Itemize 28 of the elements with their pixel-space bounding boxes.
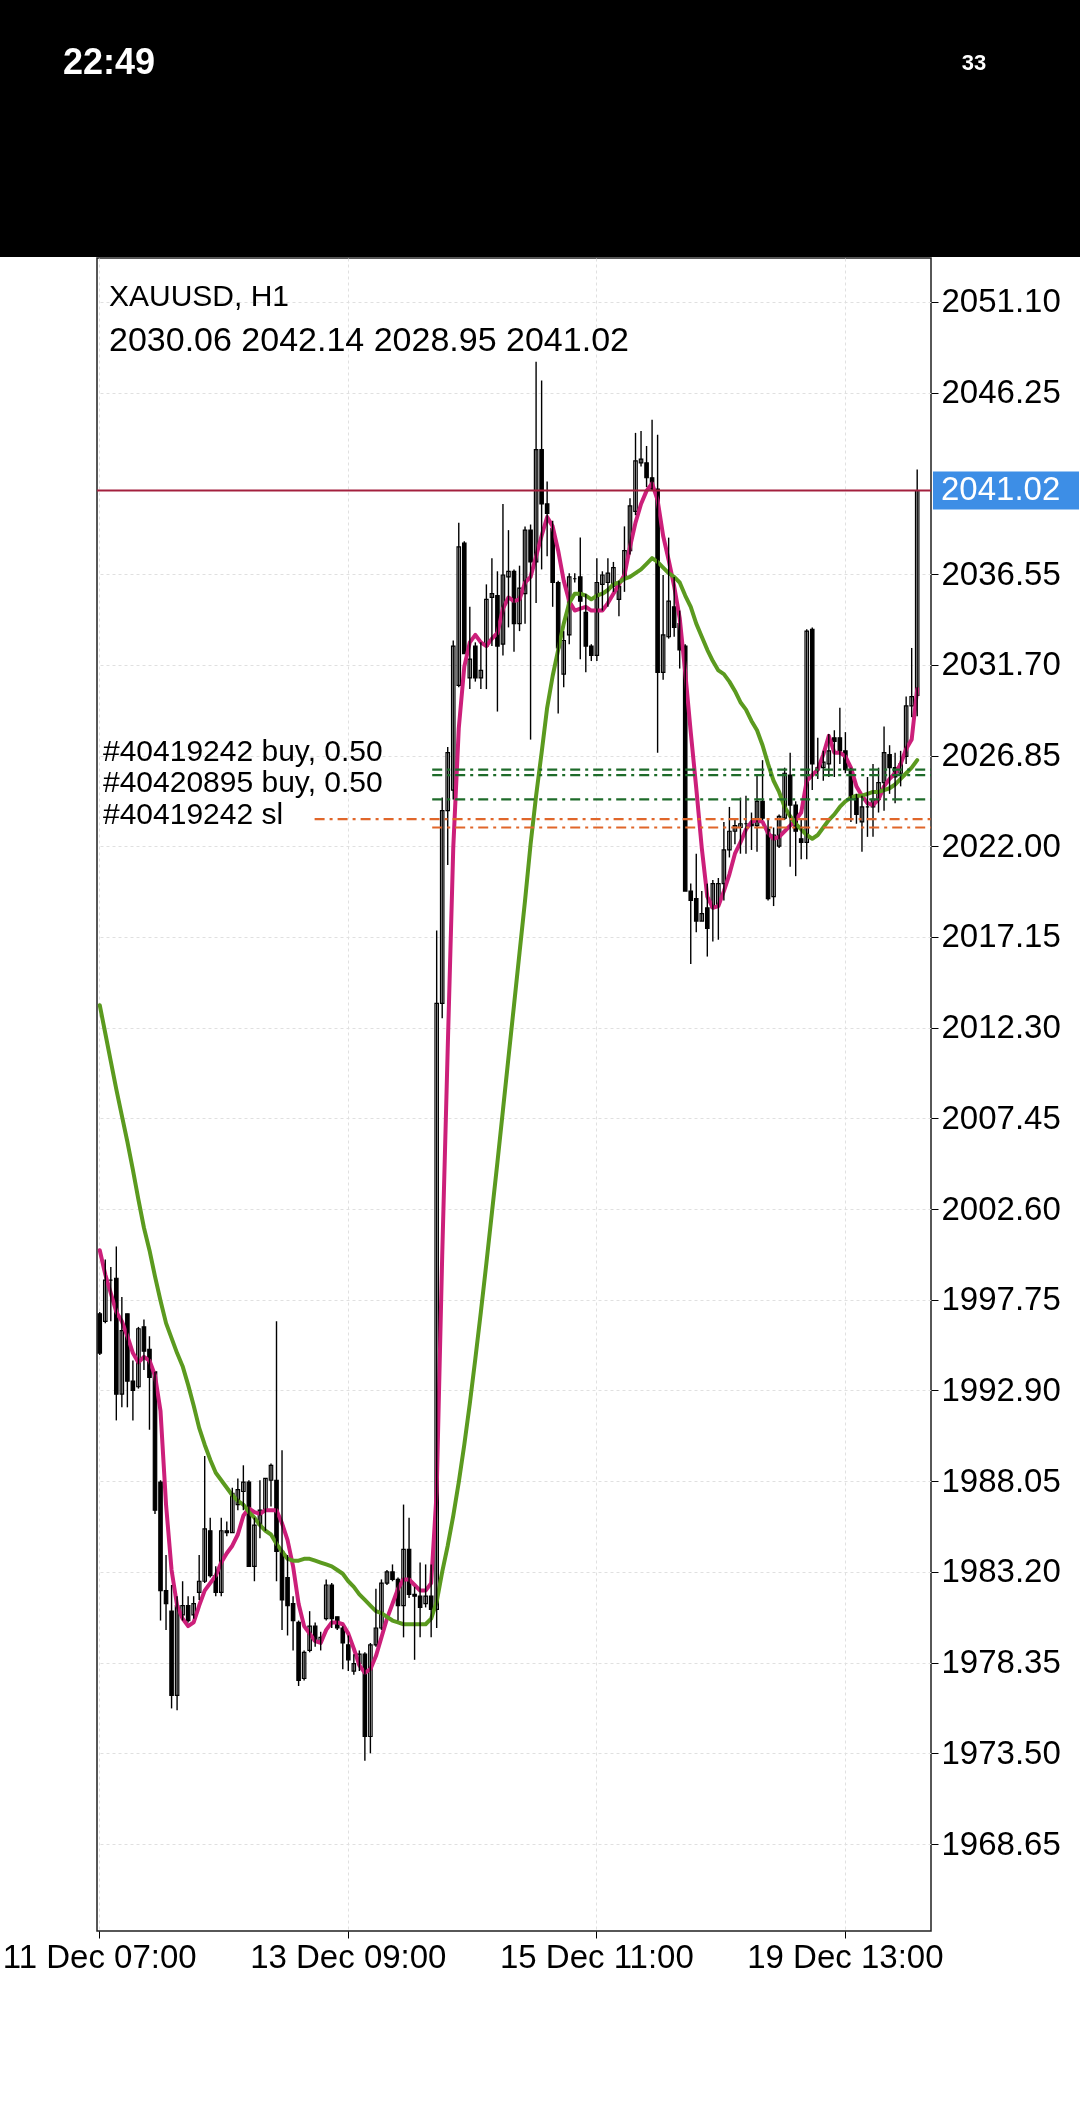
y-tick-label: 2051.10 — [941, 282, 1061, 320]
y-tick-label: 1988.05 — [941, 1461, 1061, 1499]
ref-line-label: 2041.02 — [941, 470, 1061, 508]
y-tick-label: 1992.90 — [941, 1370, 1061, 1408]
y-tick-label: 2012.30 — [941, 1008, 1061, 1046]
x-tick-label: 19 Dec 13:00 — [747, 1937, 944, 1975]
y-tick-label: 2026.85 — [941, 736, 1061, 773]
text: 2030.06 2042.14 2028.95 2041.02 — [109, 320, 629, 358]
text: 33 — [961, 50, 987, 75]
x-tick-label: 13 Dec 09:00 — [250, 1937, 447, 1975]
x-tick-label: 15 Dec 11:00 — [499, 1937, 694, 1975]
y-tick-label: 1978.35 — [941, 1643, 1061, 1681]
y-tick-label: 2022.00 — [941, 826, 1061, 864]
y-tick-label: 2031.70 — [941, 645, 1061, 683]
y-tick-label: 1973.50 — [941, 1733, 1061, 1771]
y-tick-label: 1997.75 — [941, 1280, 1061, 1318]
text: XAUUSD, H1 — [109, 279, 290, 312]
y-tick-label: 1983.20 — [941, 1552, 1061, 1590]
y-tick-label: 2046.25 — [941, 373, 1061, 411]
y-tick-label: 2017.15 — [941, 917, 1061, 955]
x-tick-label: 11 Dec 07:00 — [2, 1937, 197, 1975]
y-tick-label: 1968.65 — [941, 1824, 1061, 1862]
ref-line-label: #40419242 sl — [103, 796, 284, 830]
ref-line-label: #40419242 buy, 0.50 — [103, 733, 383, 767]
y-tick-label: 2007.45 — [941, 1098, 1061, 1136]
text: 22:49 — [63, 41, 156, 82]
y-tick-label: 2036.55 — [941, 554, 1061, 592]
y-tick-label: 2002.60 — [941, 1189, 1061, 1227]
